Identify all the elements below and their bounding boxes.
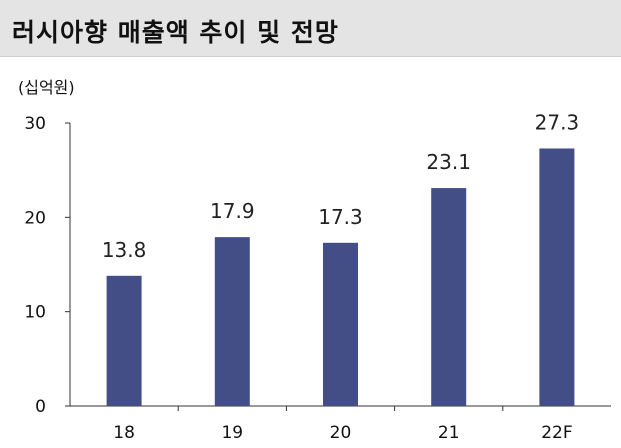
data-label: 27.3	[535, 110, 580, 134]
data-label: 13.8	[102, 238, 147, 262]
title-bar: 러시아향 매출액 추이 및 전망	[0, 0, 621, 57]
y-ticks: 0 10 20 30	[24, 114, 70, 417]
x-tick-label: 20	[330, 423, 352, 443]
chart-title: 러시아향 매출액 추이 및 전망	[12, 18, 339, 47]
x-tick-label: 21	[438, 423, 460, 443]
unit-label: (십억원)	[18, 78, 75, 97]
data-label: 17.9	[210, 199, 255, 223]
x-tick-label: 22F	[541, 423, 572, 443]
x-ticks: 18 19 20 21 22F	[113, 406, 573, 443]
bar	[214, 237, 250, 406]
bar	[431, 188, 467, 406]
bar	[106, 275, 142, 406]
data-label: 23.1	[426, 150, 471, 174]
y-tick-label: 30	[24, 114, 46, 134]
x-tick-label: 19	[221, 423, 243, 443]
bars: 13.8 17.9 17.3 23.1 27.3	[102, 110, 579, 406]
y-tick-label: 0	[35, 397, 46, 417]
bar	[539, 148, 575, 406]
x-tick-label: 18	[113, 423, 135, 443]
data-label: 17.3	[318, 205, 363, 229]
bar-chart: (십억원) 0 10 20 30 13.8 17.9 17.3 23.1 27.3 18 19 2…	[18, 78, 611, 443]
bar	[323, 242, 358, 406]
y-tick-label: 10	[24, 303, 46, 323]
y-tick-label: 20	[24, 208, 46, 228]
